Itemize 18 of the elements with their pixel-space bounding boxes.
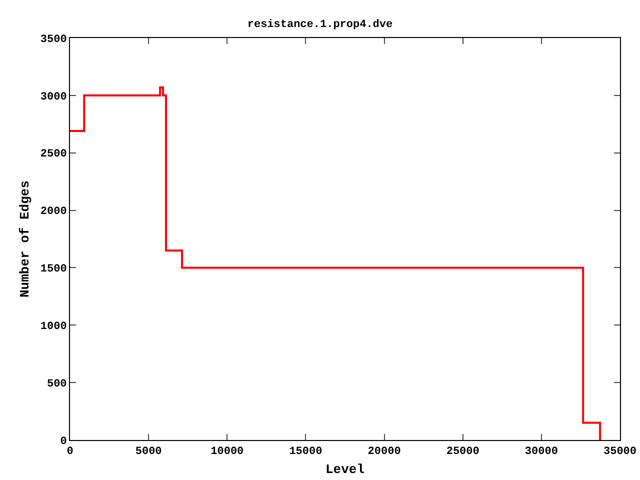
x-tick-label: 20000 (368, 446, 401, 458)
y-tick-label: 2500 (40, 148, 67, 161)
x-tick-label: 25000 (446, 446, 480, 458)
x-axis-title: Level (325, 462, 365, 477)
x-tick-label: 5000 (135, 446, 162, 458)
y-tick-label: 3500 (40, 34, 67, 46)
y-axis-title: Number of Edges (17, 180, 32, 298)
y-tick-label: 2000 (40, 206, 67, 218)
y-tick-label: 1500 (40, 264, 67, 276)
y-tick-label: 1000 (40, 320, 67, 333)
chart-title: resistance.1.prop4.dve (247, 18, 394, 31)
y-tick-label: 0 (60, 436, 67, 448)
x-tick-label: 10000 (210, 446, 244, 458)
x-tick-label: 35000 (603, 446, 637, 458)
x-tick-label: 30000 (524, 446, 558, 458)
y-tick-label: 500 (46, 378, 67, 390)
x-tick-label: 15000 (289, 446, 322, 458)
y-tick-label: 3000 (40, 91, 67, 104)
